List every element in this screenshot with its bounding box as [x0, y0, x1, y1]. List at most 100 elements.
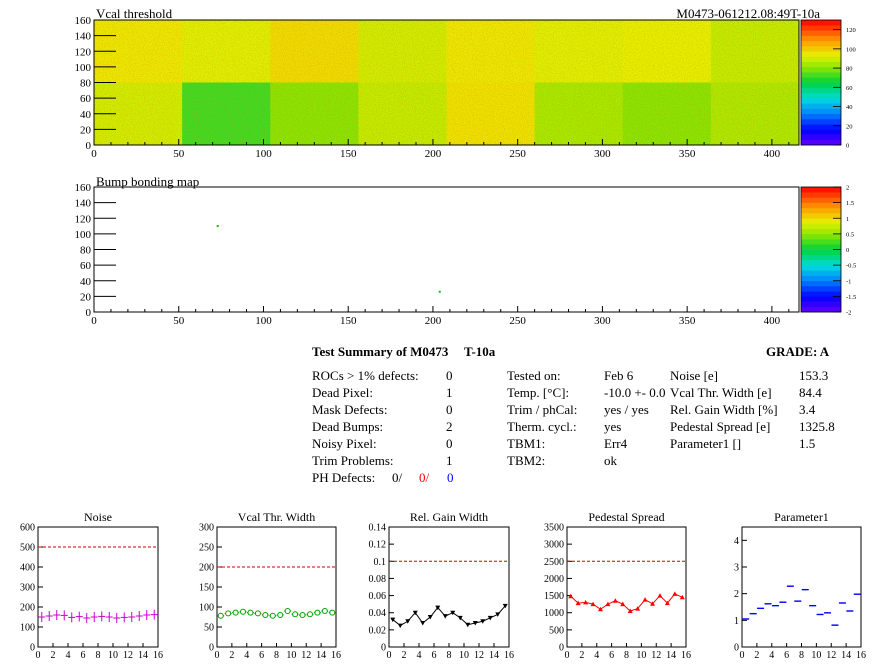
x-tick-label: 12 — [826, 650, 836, 661]
defect-value: 0 — [446, 402, 453, 417]
result-label: Noise [e] — [670, 368, 719, 383]
defect-label: Dead Bumps: — [312, 419, 384, 434]
result-value: 153.3 — [799, 368, 829, 383]
condition-label: Trim / phCal: — [507, 402, 578, 417]
color-scale-band — [801, 35, 841, 42]
color-scale-band — [801, 239, 841, 245]
y-tick-label: 80 — [80, 78, 92, 90]
y-tick-label: 250 — [199, 543, 214, 554]
y-tick-label: 0.02 — [369, 625, 387, 636]
data-point — [664, 600, 670, 606]
color-scale-label: -1.5 — [846, 294, 856, 301]
defect-value: 1 — [446, 453, 453, 468]
color-scale-band — [801, 285, 841, 292]
y-tick-label: 100 — [199, 603, 214, 614]
y-tick-label: 3500 — [544, 523, 564, 534]
data-point — [239, 608, 247, 615]
x-tick-label: 14 — [666, 650, 676, 661]
x-tick-label: 200 — [425, 148, 442, 160]
data-point — [495, 612, 501, 617]
x-tick-label: 100 — [255, 148, 272, 160]
condition-value: Feb 6 — [604, 368, 634, 383]
x-tick-label: 6 — [784, 650, 789, 661]
condition-label: Therm. cycl.: — [507, 419, 577, 434]
data-point — [650, 601, 656, 606]
y-tick-label: 1500 — [544, 591, 564, 602]
x-tick-label: 8 — [96, 650, 101, 661]
x-tick-label: 10 — [636, 650, 646, 661]
color-scale-band — [801, 202, 841, 209]
data-point — [313, 609, 321, 616]
color-scale-band — [801, 46, 841, 52]
condition-value: -10.0 +- 0.0 — [604, 385, 666, 400]
x-tick-label: 400 — [764, 315, 781, 327]
series-line — [570, 593, 683, 612]
color-scale-band — [801, 228, 841, 235]
color-scale-band — [801, 30, 841, 36]
y-tick-label: 0.06 — [369, 591, 387, 602]
data-point — [90, 612, 98, 622]
y-tick-label: 0 — [381, 643, 386, 654]
color-scale-band — [801, 192, 841, 198]
data-point — [150, 609, 158, 620]
result-label: Vcal Thr. Width [e] — [670, 385, 772, 400]
defect-label: Dead Pixel: — [312, 385, 374, 400]
x-tick-label: 12 — [474, 650, 484, 661]
color-scale-band — [801, 82, 841, 89]
y-tick-label: 40 — [80, 109, 92, 121]
color-scale-band — [801, 134, 841, 141]
x-tick-label: 16 — [504, 650, 514, 661]
y-tick-label: 120 — [75, 213, 92, 225]
color-scale-band — [801, 124, 841, 130]
y-tick-label: 500 — [549, 625, 564, 636]
color-scale-band — [801, 51, 841, 57]
color-scale-band — [801, 296, 841, 302]
color-scale-band — [801, 218, 841, 224]
data-point — [135, 611, 143, 621]
y-tick-label: 0 — [734, 643, 739, 654]
data-point — [128, 612, 136, 622]
x-tick-label: 16 — [153, 650, 163, 661]
data-point — [457, 615, 463, 621]
y-tick-label: 2500 — [544, 557, 564, 568]
data-point — [232, 609, 240, 616]
color-scale-band — [801, 77, 841, 83]
color-scale-label: -2 — [846, 310, 851, 317]
data-point — [412, 610, 418, 616]
x-tick-label: 150 — [340, 148, 357, 160]
x-tick-label: 4 — [594, 650, 599, 661]
color-scale-band — [801, 56, 841, 62]
summary-test-label: T-10a — [464, 344, 496, 359]
y-tick-label: 3 — [734, 563, 739, 574]
x-tick-label: 8 — [274, 650, 279, 661]
color-scale-band — [801, 223, 841, 229]
y-tick-label: 0 — [30, 643, 35, 654]
y-tick-label: 100 — [75, 62, 92, 74]
heatmap1-grain-green — [94, 20, 799, 145]
data-point — [583, 599, 589, 605]
x-tick-label: 2 — [402, 650, 407, 661]
color-scale-label: 60 — [846, 85, 853, 92]
ph-defects-label: PH Defects: — [312, 470, 376, 485]
condition-label: Tested on: — [507, 368, 561, 383]
data-point — [568, 593, 574, 599]
x-tick-label: 16 — [856, 650, 866, 661]
x-tick-label: 0 — [91, 148, 97, 160]
color-scale-band — [801, 118, 841, 125]
color-scale-label: -0.5 — [846, 263, 856, 270]
color-scale-band — [801, 108, 841, 115]
color-scale-band — [801, 207, 841, 214]
plot-title: Noise — [84, 510, 112, 524]
data-point — [75, 611, 83, 622]
heatmap2-axes: 0 50 100 150 200 250 300 350 400 0 20 40 60 80 100 120 1… — [75, 182, 790, 327]
color-scale-band — [801, 265, 841, 271]
color-scale-band — [801, 249, 841, 256]
color-scale-band — [801, 280, 841, 287]
y-tick-label: 400 — [20, 563, 35, 574]
data-point — [502, 603, 508, 609]
